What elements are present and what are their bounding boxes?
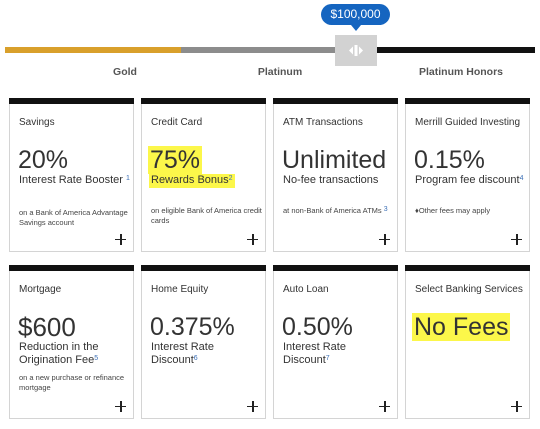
card-title: Home Equity: [151, 284, 209, 295]
card-value: Unlimited: [282, 146, 387, 174]
footnote-ref[interactable]: 4: [519, 175, 524, 182]
card-value: 0.15%: [414, 146, 485, 174]
card-footnote: on a new purchase or refinance mortgage: [19, 373, 125, 392]
card-value: $600: [18, 312, 76, 342]
card-top-bar: [405, 98, 530, 104]
card-top-bar: [141, 265, 266, 271]
benefit-card-credit-card[interactable]: Credit Card 75% Rewards Bonus2 on eligib…: [141, 98, 266, 252]
card-top-bar: [273, 265, 398, 271]
card-title: Savings: [19, 117, 55, 128]
slider-handle[interactable]: [335, 35, 377, 66]
benefit-card-savings[interactable]: Savings 20% Interest Rate Booster 1 on a…: [9, 98, 134, 252]
card-value: 0.50%: [282, 313, 353, 341]
card-value: 0.375%: [150, 313, 235, 341]
card-value: 20%: [18, 146, 69, 174]
footnote-ref[interactable]: 6: [193, 354, 198, 362]
card-subtitle: Interest Rate Discount6: [151, 341, 214, 366]
expand-plus-icon[interactable]: [247, 401, 258, 412]
footnote-ref[interactable]: 7: [325, 354, 330, 362]
expand-plus-icon[interactable]: [511, 401, 522, 412]
expand-plus-icon[interactable]: [115, 234, 126, 245]
tier-label-gold[interactable]: Gold: [113, 66, 137, 78]
card-top-bar: [9, 265, 134, 271]
benefit-card-auto-loan[interactable]: Auto Loan 0.50% Interest Rate Discount7: [273, 265, 398, 419]
expand-plus-icon[interactable]: [379, 234, 390, 245]
card-subtitle: Program fee discount4: [415, 174, 524, 186]
benefit-card-merrill[interactable]: Merrill Guided Investing 0.15% Program f…: [405, 98, 530, 252]
slider-value-bubble: $100,000: [321, 4, 390, 31]
card-subtitle: Interest Rate Booster 1: [19, 174, 130, 186]
expand-plus-icon[interactable]: [247, 234, 258, 245]
card-top-bar: [405, 265, 530, 271]
tier-label-platinum[interactable]: Platinum: [257, 66, 303, 78]
tier-slider: $100,000 Gold Platinum Platinum Honors: [0, 0, 540, 80]
footnote-ref[interactable]: 2: [228, 175, 233, 182]
card-title: Credit Card: [151, 117, 203, 128]
card-footnote: ♦Other fees may apply: [415, 206, 491, 215]
card-footnote: on eligible Bank of America credit cards: [151, 206, 262, 225]
footnote-ref[interactable]: 3: [383, 206, 388, 213]
card-footnote: at non-Bank of America ATMs 3: [283, 206, 388, 215]
card-subtitle: No-fee transactions: [283, 174, 379, 186]
card-title: Merrill Guided Investing: [415, 117, 521, 128]
drag-handle-icon: [349, 45, 363, 56]
card-title: Mortgage: [19, 284, 62, 295]
card-subtitle: Interest Rate Discount7: [283, 341, 346, 366]
card-subtitle: Rewards Bonus2: [149, 174, 235, 188]
benefit-card-atm[interactable]: ATM Transactions Unlimited No-fee transa…: [273, 98, 398, 252]
expand-plus-icon[interactable]: [511, 234, 522, 245]
card-value: No Fees: [412, 313, 511, 341]
benefit-card-home-equity[interactable]: Home Equity 0.375% Interest Rate Discoun…: [141, 265, 266, 419]
card-title: Select Banking Services: [415, 284, 523, 295]
card-value: 75%: [148, 146, 203, 174]
track-platinum-segment[interactable]: [181, 47, 353, 53]
expand-plus-icon[interactable]: [379, 401, 390, 412]
benefit-card-mortgage[interactable]: Mortgage $600 Reduction in the Originati…: [9, 265, 134, 419]
card-top-bar: [141, 98, 266, 104]
expand-plus-icon[interactable]: [115, 401, 126, 412]
card-top-bar: [9, 98, 134, 104]
benefit-card-banking-services[interactable]: Select Banking Services No Fees: [405, 265, 530, 419]
card-title: Auto Loan: [283, 284, 329, 295]
footnote-ref[interactable]: 5: [94, 354, 99, 362]
track-honors-segment[interactable]: [353, 47, 535, 53]
card-subtitle: Reduction in the Origination Fee5: [19, 341, 99, 366]
footnote-ref[interactable]: 1: [126, 175, 130, 182]
tier-label-platinum-honors[interactable]: Platinum Honors: [418, 66, 503, 78]
card-footnote: on a Bank of America Advantage Savings a…: [19, 208, 128, 227]
card-title: ATM Transactions: [283, 117, 363, 128]
track-gold-segment[interactable]: [5, 47, 181, 53]
card-top-bar: [273, 98, 398, 104]
